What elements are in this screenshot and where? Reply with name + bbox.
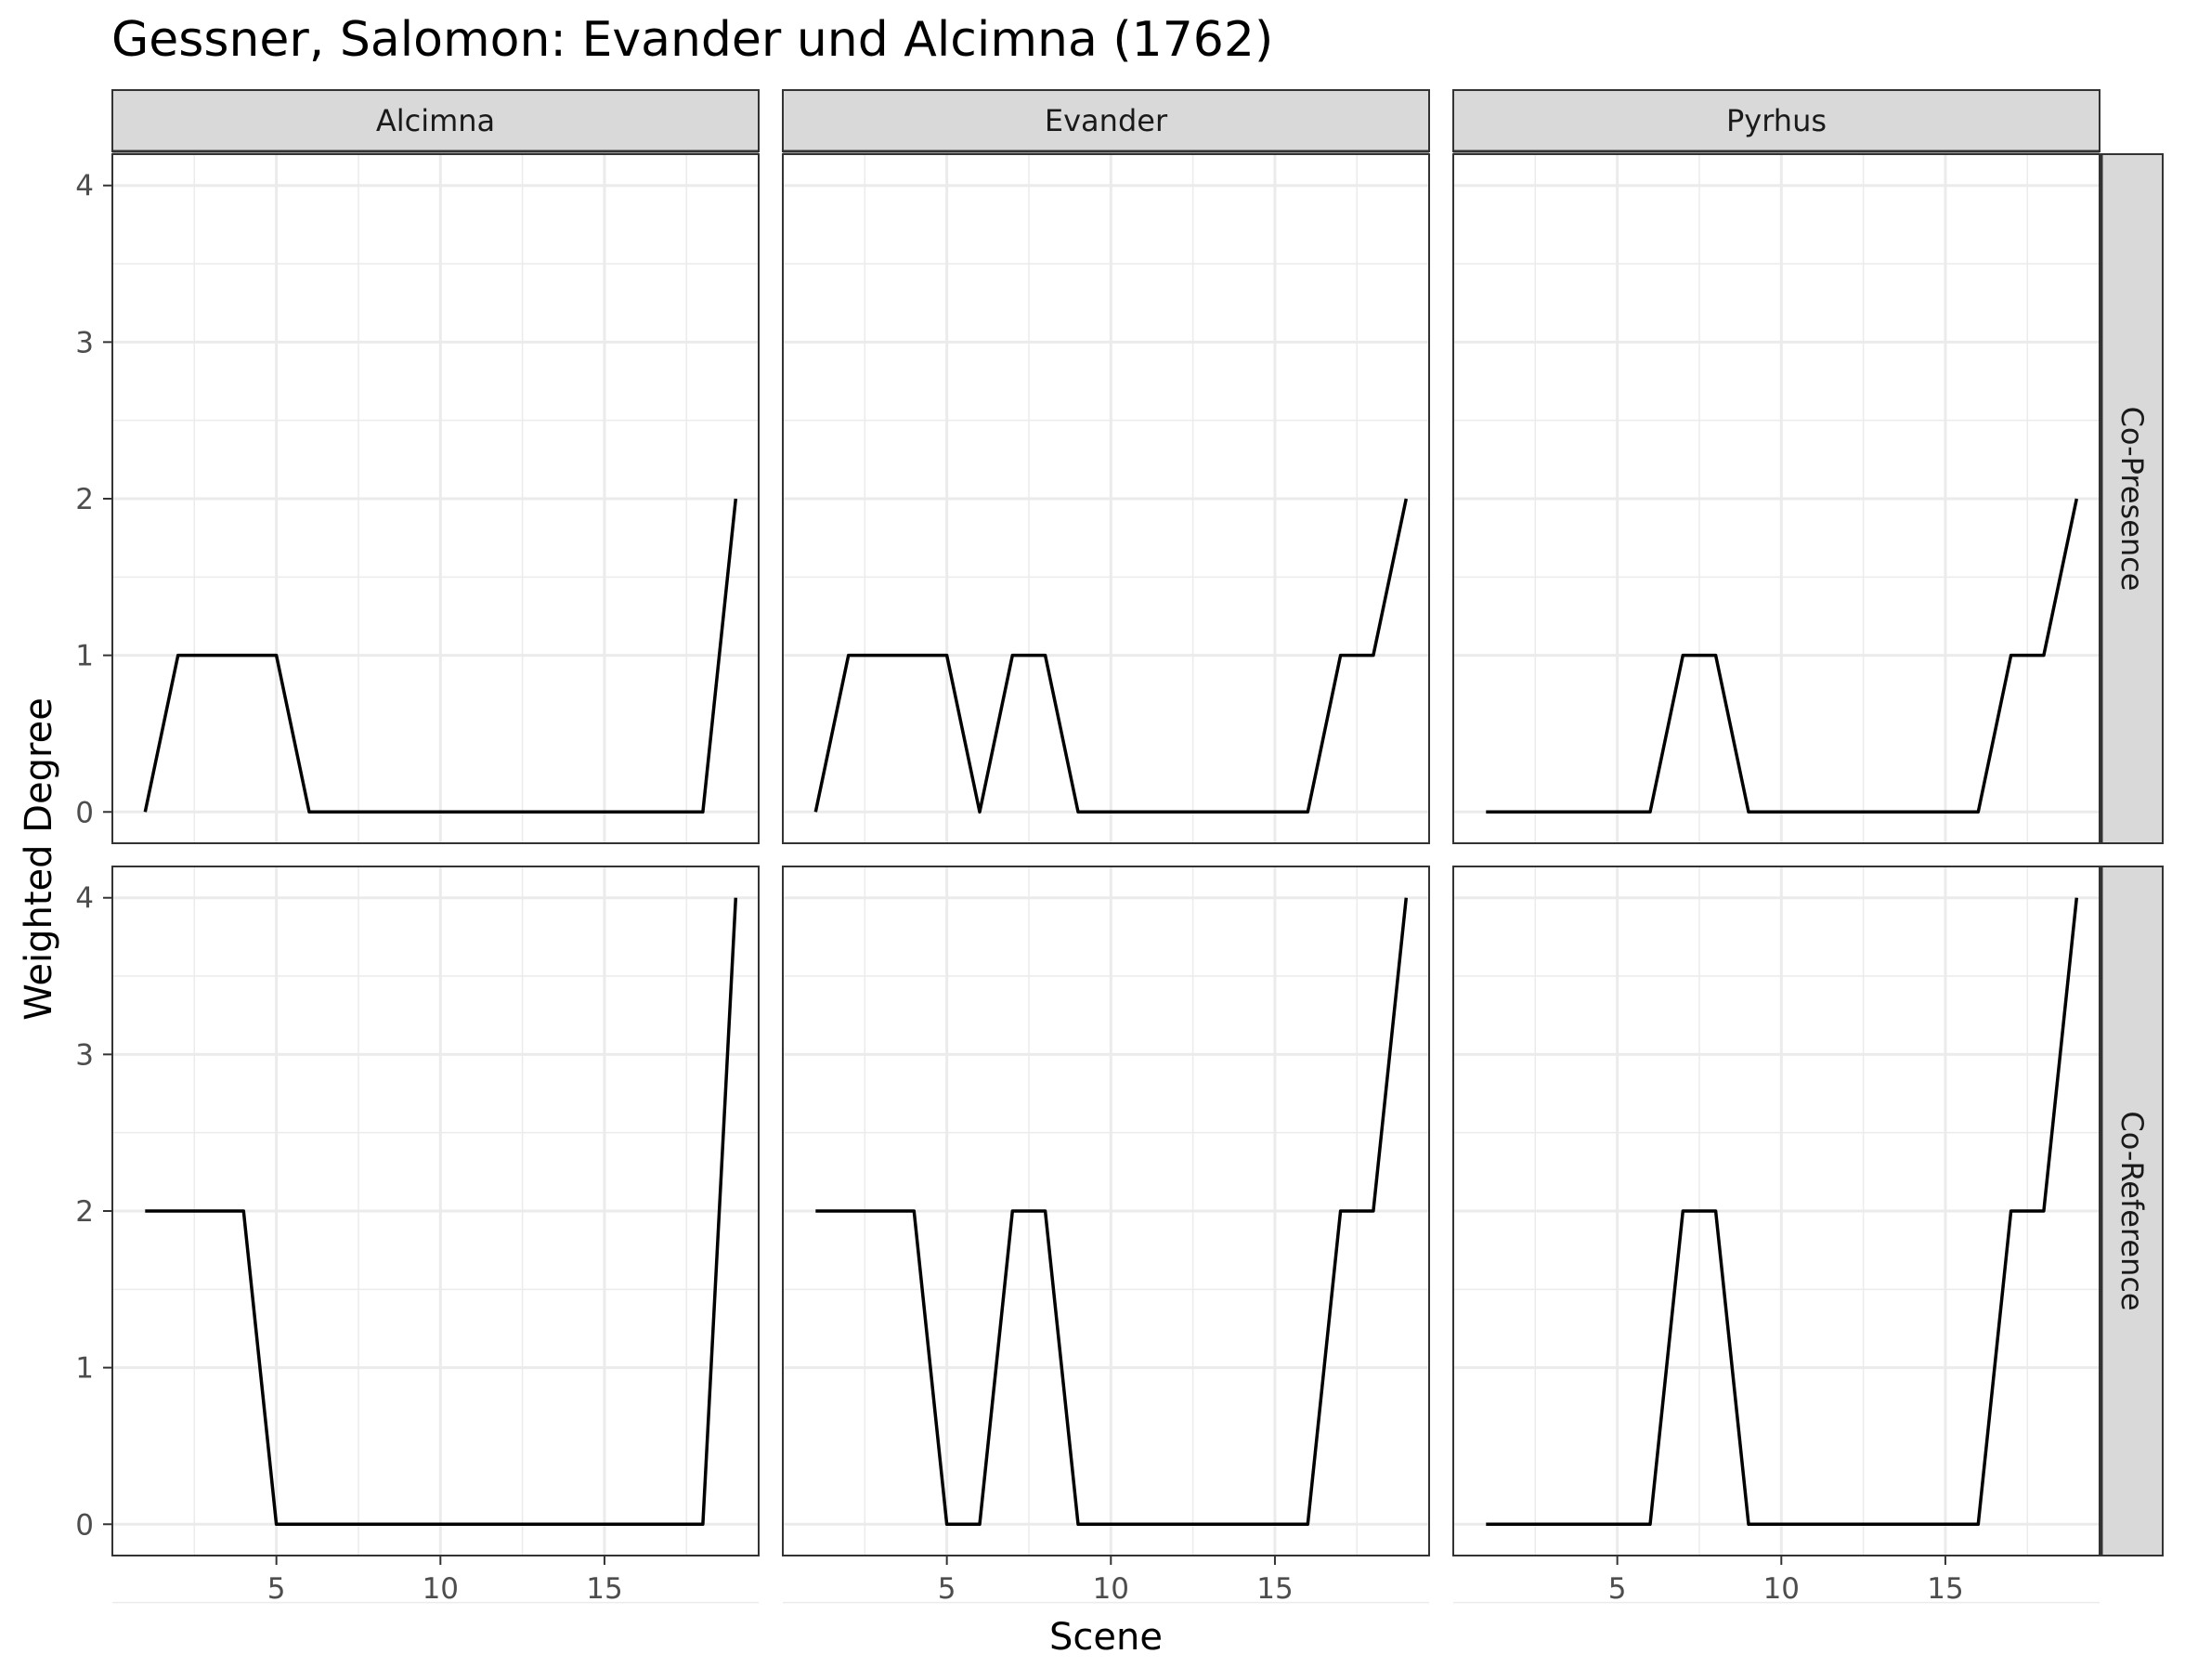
x-tick-label: 10 (1093, 1572, 1129, 1606)
series-line (1486, 498, 2079, 814)
facet-strip-column (1452, 89, 2100, 152)
series-line (813, 498, 1409, 814)
facet-strip-label: Pyrhus (1726, 103, 1827, 138)
x-tick-label: 15 (1256, 1572, 1293, 1606)
series-line (143, 498, 738, 814)
y-tick-label: 4 (75, 882, 94, 916)
facet-strip-column (782, 89, 1430, 152)
x-tick-label: 10 (1763, 1572, 1800, 1606)
y-axis-title: Weighted Degree (18, 697, 60, 1021)
x-tick-label: 15 (1927, 1572, 1963, 1606)
y-tick-label: 0 (75, 796, 94, 829)
x-tick-label: 5 (938, 1572, 956, 1606)
facet-panel: 5 10 15 (1452, 866, 2100, 1606)
y-tick-label: 2 (75, 1195, 94, 1229)
facet-panels: Alcimna Evander Pyrhus Co-Presence Co-Refere… (75, 89, 2164, 1606)
series-line (815, 897, 1409, 1527)
y-tick-label: 1 (75, 1352, 94, 1386)
y-tick-label: 2 (75, 483, 94, 516)
y-tick-label: 4 (75, 170, 94, 203)
facet-panel: 0 1 2 3 4 5 10 15 (75, 866, 760, 1606)
panel-border (782, 866, 1430, 1556)
facet-panel (1452, 153, 2100, 892)
x-tick-label: 15 (586, 1572, 622, 1606)
y-tick-label: 0 (75, 1508, 94, 1542)
x-axis-title: Scene (1049, 1616, 1163, 1659)
facet-strip-column (111, 89, 760, 152)
panel-border (782, 153, 1430, 844)
panel-border (1452, 153, 2100, 844)
facet-strip-label: Co-Presence (2114, 407, 2150, 592)
facet-strip-label: Evander (1045, 103, 1168, 138)
facet-panel (782, 153, 1430, 892)
facet-strip-label: Co-Reference (2114, 1111, 2150, 1310)
y-tick-label: 3 (75, 326, 94, 359)
series-line (145, 897, 738, 1527)
facet-panel: 5 10 15 (782, 866, 1430, 1606)
y-tick-label: 1 (75, 640, 94, 673)
chart-title: Gessner, Salomon: Evander und Alcimna (1… (111, 12, 1273, 68)
y-tick-label: 3 (75, 1038, 94, 1072)
facet-panel: 0 1 2 3 4 (75, 153, 760, 892)
x-tick-label: 5 (1608, 1572, 1627, 1606)
x-tick-label: 5 (267, 1572, 286, 1606)
facet-strip-row (2100, 153, 2164, 844)
series-line (1486, 897, 2079, 1527)
facet-strip-label: Alcimna (376, 103, 495, 138)
panel-border (1452, 866, 2100, 1556)
x-tick-label: 10 (423, 1572, 459, 1606)
